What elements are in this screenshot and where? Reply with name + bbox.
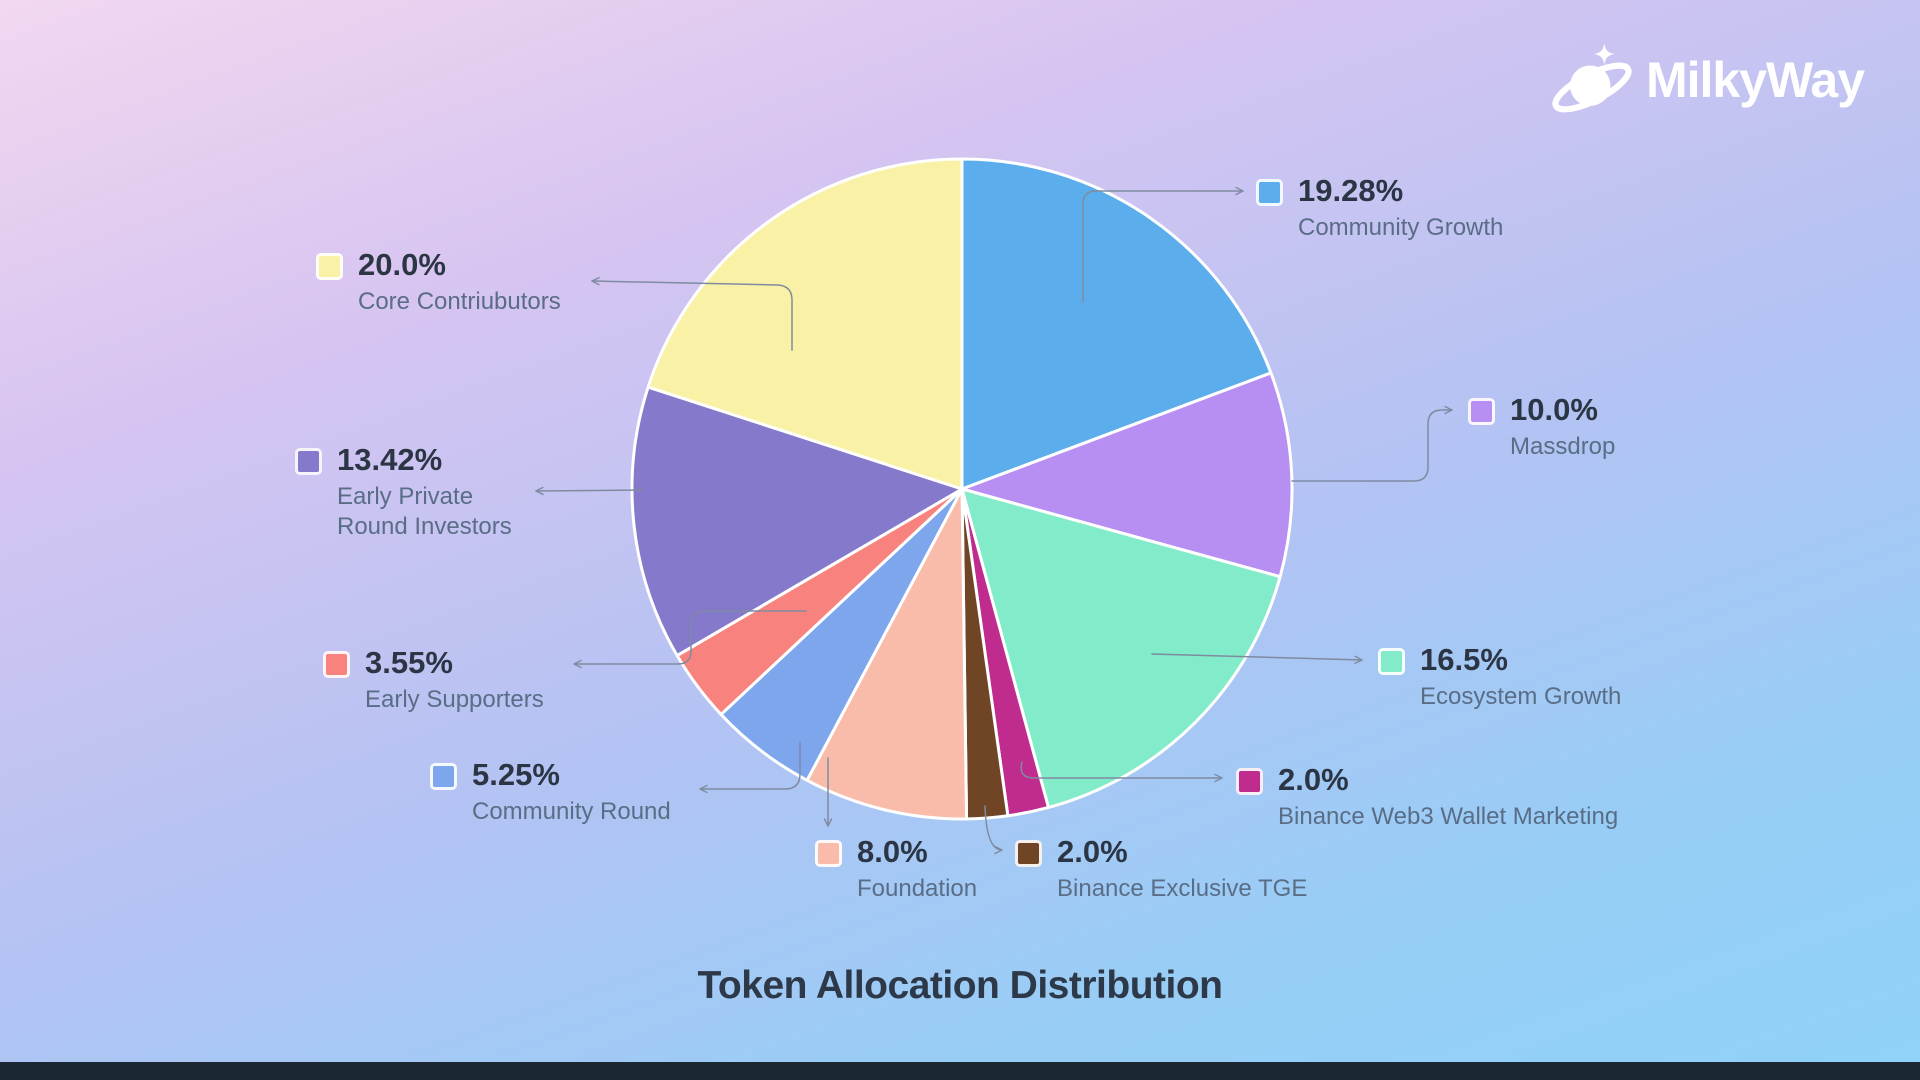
chart-title: Token Allocation Distribution [697, 964, 1224, 1007]
slice-label: Ecosystem Growth [1420, 683, 1622, 711]
slice-percent: 2.0% [1057, 834, 1128, 869]
leader-early-private [535, 486, 644, 496]
slice-label: Binance Web3 Wallet Marketing [1278, 803, 1619, 831]
legend-swatch-binance-web3-wallet-marketing [1236, 768, 1263, 795]
pie-slice-massdrop [960, 371, 1294, 579]
leader-early-supporters [573, 610, 807, 669]
slice-percent: 2.0% [1278, 762, 1349, 797]
legend-swatch-community-growth [1256, 179, 1283, 206]
legend-swatch-early-private-round-investors [295, 448, 322, 475]
slice-label: Community Growth [1298, 214, 1504, 242]
slice-percent: 3.55% [365, 645, 453, 680]
callout-binance-exclusive-tge: 2.0% Binance Exclusive TGE [1015, 834, 1308, 904]
slice-label: Foundation [857, 875, 978, 903]
logo-wordmark: MilkyWay [1646, 52, 1865, 108]
pie-slice-foundation [805, 487, 969, 821]
legend-swatch-early-supporters [323, 651, 350, 678]
planet-ring-sparkle-icon [1552, 43, 1632, 113]
pie-slice-community-growth [960, 157, 1273, 491]
legend-swatch-foundation [815, 840, 842, 867]
legend-swatch-binance-exclusive-tge [1015, 840, 1042, 867]
slice-percent: 19.28% [1298, 173, 1404, 208]
leader-massdrop [1291, 405, 1453, 482]
legend-swatch-community-round [430, 763, 457, 790]
callout-community-growth: 19.28% Community Growth [1256, 173, 1504, 243]
callout-massdrop: 10.0% Massdrop [1468, 392, 1616, 462]
slice-label: Core Contriubutors [358, 288, 561, 316]
pie-slice-early-private-round-investors [630, 385, 964, 658]
callout-core-contriubutors: 20.0% Core Contriubutors [316, 247, 561, 317]
pie-slice-core-contriubutors [646, 157, 964, 491]
leader-ecosystem-growth [1151, 653, 1363, 664]
legend-swatch-core-contriubutors [316, 253, 343, 280]
leader-core-contributors [591, 276, 793, 351]
slice-percent: 8.0% [857, 834, 928, 869]
legend-swatch-ecosystem-growth [1378, 648, 1405, 675]
leader-community-round [699, 741, 801, 794]
callout-ecosystem-growth: 16.5% Ecosystem Growth [1378, 642, 1622, 712]
slice-percent: 13.42% [337, 442, 443, 477]
bottom-bar [0, 1062, 1920, 1080]
slice-label: Massdrop [1510, 433, 1616, 461]
pie-slice-ecosystem-growth [960, 487, 1282, 809]
callout-early-supporters: 3.55% Early Supporters [323, 645, 544, 715]
milkyway-logo: MilkyWay [1548, 38, 1865, 122]
leader-binance-tge [984, 805, 1003, 855]
slice-label: Binance Exclusive TGE [1057, 875, 1308, 903]
slice-label: Community Round [472, 798, 671, 826]
leader-community-growth [1082, 186, 1244, 303]
callout-community-round: 5.25% Community Round [430, 757, 671, 827]
slice-percent: 5.25% [472, 757, 560, 792]
callout-binance-web3-wallet-marketing: 2.0% Binance Web3 Wallet Marketing [1236, 762, 1619, 832]
legend-swatch-massdrop [1468, 398, 1495, 425]
slice-percent: 16.5% [1420, 642, 1508, 677]
pie [630, 157, 1294, 821]
slice-label: Early Private Round Investors [337, 483, 512, 541]
slice-label: Early Supporters [365, 686, 544, 714]
slice-percent: 10.0% [1510, 392, 1598, 427]
callout-foundation: 8.0% Foundation [815, 834, 978, 904]
callout-early-private-round-investors: 13.42% Early Private Round Investors [295, 442, 532, 542]
leader-binance-web3 [1020, 761, 1223, 783]
slice-percent: 20.0% [358, 247, 446, 282]
